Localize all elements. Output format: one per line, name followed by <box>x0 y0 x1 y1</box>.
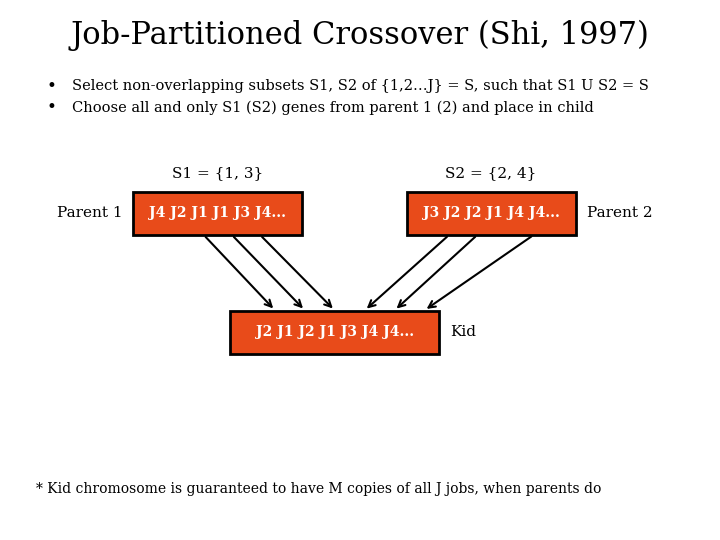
Text: Kid: Kid <box>450 325 476 339</box>
Text: S1 = {1, 3}: S1 = {1, 3} <box>172 166 263 180</box>
FancyBboxPatch shape <box>133 192 302 235</box>
Text: J4 J2 J1 J1 J3 J4...: J4 J2 J1 J1 J3 J4... <box>149 206 287 220</box>
Text: Parent 1: Parent 1 <box>57 206 122 220</box>
Text: Choose all and only S1 (S2) genes from parent 1 (2) and place in child: Choose all and only S1 (S2) genes from p… <box>72 101 594 115</box>
Text: J3 J2 J2 J1 J4 J4...: J3 J2 J2 J1 J4 J4... <box>423 206 560 220</box>
Text: S2 = {2, 4}: S2 = {2, 4} <box>446 166 536 180</box>
Text: •: • <box>47 99 57 117</box>
Text: Parent 2: Parent 2 <box>587 206 652 220</box>
Text: * Kid chromosome is guaranteed to have M copies of all J jobs, when parents do: * Kid chromosome is guaranteed to have M… <box>36 482 601 496</box>
FancyBboxPatch shape <box>407 192 576 235</box>
FancyBboxPatch shape <box>230 310 439 354</box>
Text: J2 J1 J2 J1 J3 J4 J4...: J2 J1 J2 J1 J3 J4 J4... <box>256 325 414 339</box>
Text: Job-Partitioned Crossover (Shi, 1997): Job-Partitioned Crossover (Shi, 1997) <box>71 19 649 51</box>
Text: •: • <box>47 78 57 95</box>
Text: Select non-overlapping subsets S1, S2 of {1,2…J} = S, such that S1 U S2 = S: Select non-overlapping subsets S1, S2 of… <box>72 79 649 93</box>
